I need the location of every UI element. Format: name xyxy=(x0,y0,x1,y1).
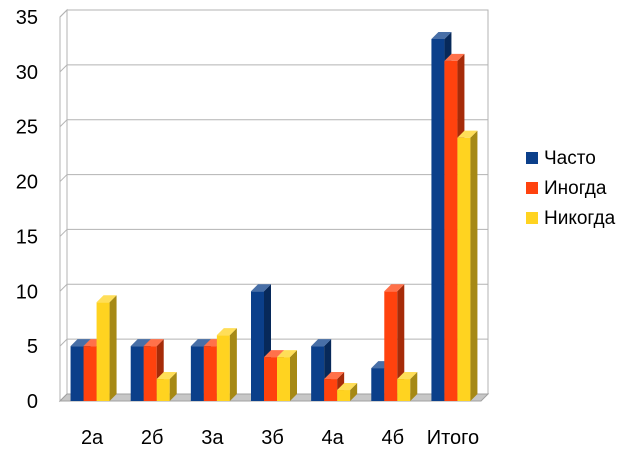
x-tick-label: 3б xyxy=(261,427,284,449)
bar xyxy=(216,328,237,401)
x-axis-ticks: 2а 2б 3а 3б 4а 4б Итого xyxy=(81,427,479,449)
gridline-depth xyxy=(59,229,68,237)
y-tick-label: 10 xyxy=(16,281,38,303)
y-tick-label: 30 xyxy=(16,62,38,84)
bars xyxy=(70,31,478,402)
gridline-depth xyxy=(59,283,68,292)
bar xyxy=(277,350,297,401)
y-tick-label: 35 xyxy=(16,7,38,29)
x-tick-label: 4б xyxy=(381,427,404,449)
legend-swatch xyxy=(526,212,538,224)
axes xyxy=(58,8,490,403)
y-tick-label: 20 xyxy=(16,172,38,194)
back-wall xyxy=(66,9,489,395)
y-axis-ticks: 0 5 10 15 20 25 30 35 xyxy=(16,7,38,413)
bar xyxy=(337,383,358,401)
y-tick-label: 5 xyxy=(27,336,38,358)
legend-label: Часто xyxy=(544,148,596,169)
bar xyxy=(397,372,418,401)
y-tick-label: 0 xyxy=(27,391,38,413)
x-tick-label: 2а xyxy=(81,427,104,449)
gridline-depth xyxy=(59,338,68,347)
x-tick-label: 4а xyxy=(322,427,345,449)
bar xyxy=(457,130,478,401)
gridline-depth xyxy=(59,174,68,182)
legend-label: Никогда xyxy=(544,208,616,229)
x-tick-label: 3а xyxy=(201,427,224,449)
x-tick-label: Итого xyxy=(427,427,479,449)
legend: Часто Иногда Никогда xyxy=(526,148,616,229)
gridline-depth xyxy=(59,119,68,128)
y-tick-label: 15 xyxy=(16,226,38,248)
legend-swatch xyxy=(526,182,538,194)
x-tick-label: 2б xyxy=(141,427,164,449)
bar xyxy=(96,295,117,401)
y-tick-label: 25 xyxy=(16,117,38,139)
gridline-depth xyxy=(59,64,68,73)
legend-label: Иногда xyxy=(544,178,607,199)
gridlines xyxy=(59,9,488,402)
bar xyxy=(384,284,405,401)
bar xyxy=(156,372,177,401)
legend-swatch xyxy=(526,152,538,164)
